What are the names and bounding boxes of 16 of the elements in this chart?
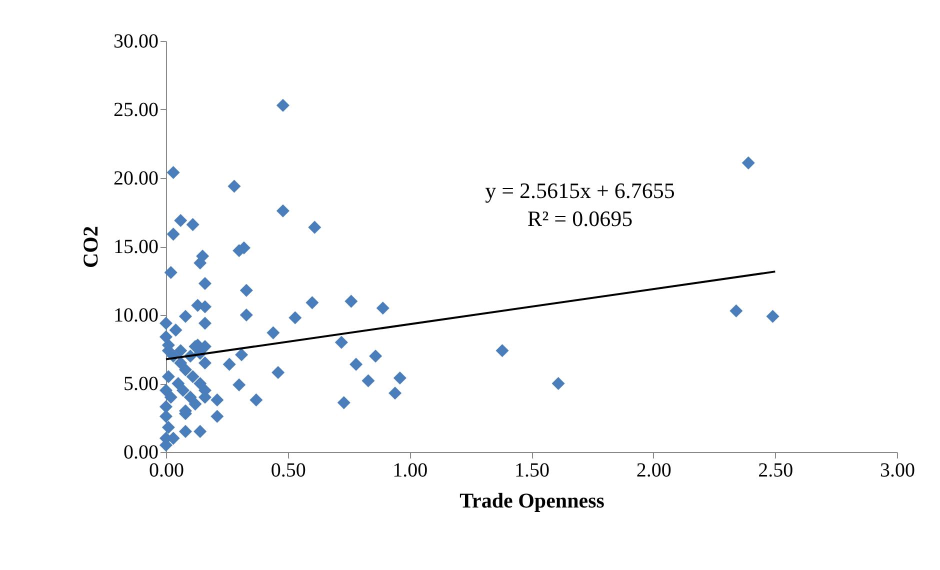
y-tick-label: 15.00: [114, 236, 158, 258]
x-tick-label: 2.00: [636, 460, 672, 482]
y-tick-label: 20.00: [114, 168, 158, 190]
y-tick-label: 10.00: [114, 304, 158, 326]
x-tick-label: 1.50: [514, 460, 550, 482]
x-tick-label: 2.50: [758, 460, 794, 482]
annotation: R² = 0.0695: [527, 206, 633, 231]
x-tick-label: 0.50: [270, 460, 306, 482]
y-tick-label: 30.00: [114, 30, 158, 52]
y-tick-label: 25.00: [114, 99, 158, 121]
x-axis-title: Trade Openness: [460, 488, 604, 512]
y-tick-label: 5.00: [124, 373, 158, 395]
annotation: y = 2.5615x + 6.7655: [485, 178, 675, 203]
y-axis-title: CO2: [78, 226, 102, 268]
x-tick-label: 1.00: [392, 460, 428, 482]
x-tick-label: 3.00: [880, 460, 915, 482]
